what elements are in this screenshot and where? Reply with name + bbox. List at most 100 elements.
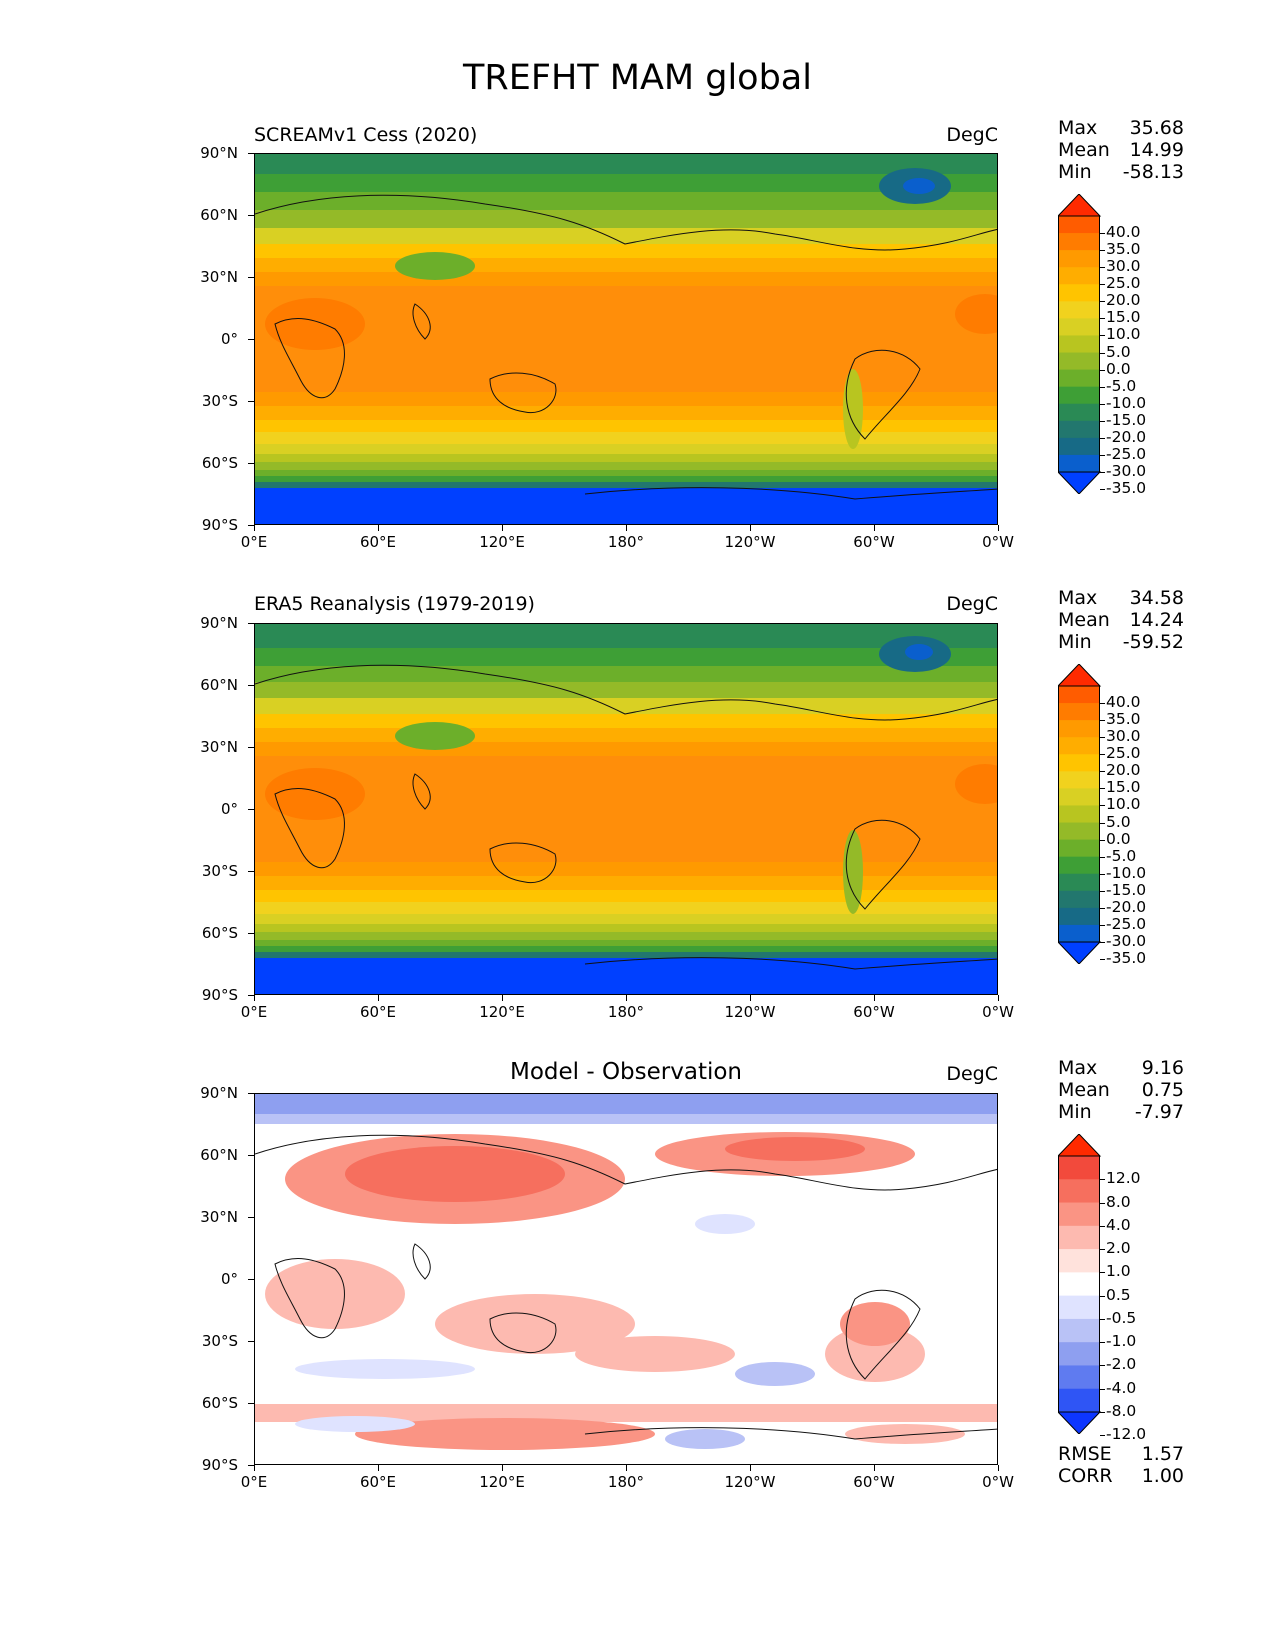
max-label: Max xyxy=(1058,587,1098,609)
colorbar-tick xyxy=(1100,1179,1105,1181)
colorbar-tick xyxy=(1100,403,1105,405)
lat-tick xyxy=(248,1341,254,1342)
lat-tick xyxy=(248,215,254,216)
colorbar-label: 8.0 xyxy=(1106,1192,1131,1211)
lat-tick xyxy=(248,871,254,872)
colorbar-label: -30.0 xyxy=(1106,932,1147,950)
panel-difference: Model - Observation DegC Max 9.16 Mean 0.7… xyxy=(0,0,1275,1487)
colorbar-tick xyxy=(1100,301,1105,303)
lon-tick-label: 120°E xyxy=(479,533,525,551)
colorbar-swatch xyxy=(1058,788,1100,806)
colorbar-label: 15.0 xyxy=(1106,778,1141,797)
colorbar-swatch xyxy=(1058,403,1100,422)
colorbar-label: 15.0 xyxy=(1106,308,1141,327)
colorbar-tick xyxy=(1100,1272,1105,1274)
lon-tick-label: 180° xyxy=(607,533,645,551)
lat-tick-label: 60°S xyxy=(201,924,238,942)
colorbar-tick xyxy=(1100,369,1105,371)
colorbar-label: 35.0 xyxy=(1106,240,1141,259)
colorbar-swatch xyxy=(1058,454,1100,473)
colorbar-label: 4.0 xyxy=(1106,1215,1131,1234)
lon-tick xyxy=(502,525,503,531)
colorbar-swatch xyxy=(1058,873,1100,892)
lon-tick-label: 60°E xyxy=(359,1473,397,1491)
colorbar-frame xyxy=(1058,215,1100,473)
colorbar-label: -30.0 xyxy=(1106,462,1147,480)
stats-box: Max 9.16 Mean 0.75 Min -7.97 xyxy=(1058,1057,1184,1123)
colorbar-swatch xyxy=(1058,737,1100,755)
colorbar-label: -2.0 xyxy=(1106,1355,1137,1374)
lon-tick-label: 120°E xyxy=(479,1003,525,1021)
lon-tick xyxy=(750,1465,751,1471)
colorbar-tick xyxy=(1100,1202,1105,1204)
colorbar-tick xyxy=(1100,250,1105,252)
colorbar-swatch xyxy=(1058,386,1100,405)
colorbar-tick xyxy=(1100,1388,1105,1390)
lat-tick-label: 0° xyxy=(220,330,238,348)
lat-tick-label: 60°N xyxy=(200,676,238,694)
colorbar-tick xyxy=(1100,890,1105,892)
colorbar-label: -35.0 xyxy=(1106,949,1147,968)
lon-tick xyxy=(874,995,875,1001)
colorbar-swatch xyxy=(1058,318,1100,336)
lat-tick xyxy=(248,933,254,934)
panel-model: SCREAMv1 Cess (2020) DegC Max 35.68 Mean 1… xyxy=(0,0,1275,525)
map-observation-temperature xyxy=(254,623,998,995)
colorbar-swatch xyxy=(1058,437,1100,456)
units-label: DegC xyxy=(946,593,998,615)
lon-tick xyxy=(998,1465,999,1471)
colorbar-swatch xyxy=(1058,839,1100,858)
lat-tick xyxy=(248,1465,254,1466)
min-label: Min xyxy=(1058,631,1092,653)
skill-scores: RMSE 1.57 CORR 1.00 xyxy=(1058,1443,1184,1487)
lon-tick xyxy=(254,995,255,1001)
colorbar-tick xyxy=(1100,1318,1105,1320)
lat-tick-label: 90°N xyxy=(200,614,238,632)
colorbar-tick xyxy=(1100,942,1105,943)
colorbar-swatches xyxy=(1056,193,1102,495)
units-label: DegC xyxy=(946,1063,998,1085)
colorbar-swatch xyxy=(1058,352,1100,371)
colorbar-swatch xyxy=(1058,233,1100,251)
colorbar-swatch xyxy=(1058,890,1100,909)
colorbar-swatch xyxy=(1058,1202,1100,1227)
colorbar-label: -8.0 xyxy=(1106,1402,1137,1420)
colorbar-swatch xyxy=(1058,771,1100,789)
lat-tick xyxy=(248,525,254,526)
panel-title: SCREAMv1 Cess (2020) xyxy=(254,124,478,146)
lat-tick-label: 60°S xyxy=(201,1394,238,1412)
colorbar-label: 40.0 xyxy=(1106,223,1141,242)
colorbar-label: -20.0 xyxy=(1106,427,1147,446)
colorbar-label: -1.0 xyxy=(1106,1332,1137,1351)
colorbar-label: 10.0 xyxy=(1106,325,1141,344)
colorbar-tick xyxy=(1100,1342,1105,1344)
max-label: Max xyxy=(1058,1057,1098,1079)
colorbar-tick xyxy=(1100,318,1105,320)
colorbar-label: 2.0 xyxy=(1106,1239,1131,1258)
lon-tick xyxy=(874,1465,875,1471)
colorbar-swatch xyxy=(1058,924,1100,943)
colorbar-swatch xyxy=(1058,1249,1100,1273)
colorbar-tick xyxy=(1100,754,1105,756)
lat-tick-label: 90°S xyxy=(201,986,238,1004)
lon-tick xyxy=(998,995,999,1001)
colorbar-swatch xyxy=(1058,686,1100,704)
colorbar-label: -10.0 xyxy=(1106,393,1147,412)
colorbar-swatch xyxy=(1058,703,1100,721)
lon-tick xyxy=(378,525,379,531)
lon-tick xyxy=(626,995,627,1001)
colorbar-tick xyxy=(1100,771,1105,773)
lat-tick xyxy=(248,277,254,278)
lat-tick-label: 60°N xyxy=(200,1146,238,1164)
lon-tick-label: 120°W xyxy=(724,533,776,551)
colorbar-swatch xyxy=(1058,805,1100,824)
colorbar-swatch xyxy=(1058,720,1100,738)
stats-box: Max 35.68 Mean 14.99 Min -58.13 xyxy=(1058,117,1184,183)
colorbar-tick xyxy=(1100,873,1105,875)
lon-tick-label: 0°W xyxy=(982,533,1014,551)
lat-tick xyxy=(248,401,254,402)
panel-title: ERA5 Reanalysis (1979-2019) xyxy=(254,593,535,615)
lon-tick xyxy=(626,525,627,531)
panel-observation: ERA5 Reanalysis (1979-2019) DegC Max 34.5… xyxy=(0,0,1275,995)
lon-tick xyxy=(750,525,751,531)
